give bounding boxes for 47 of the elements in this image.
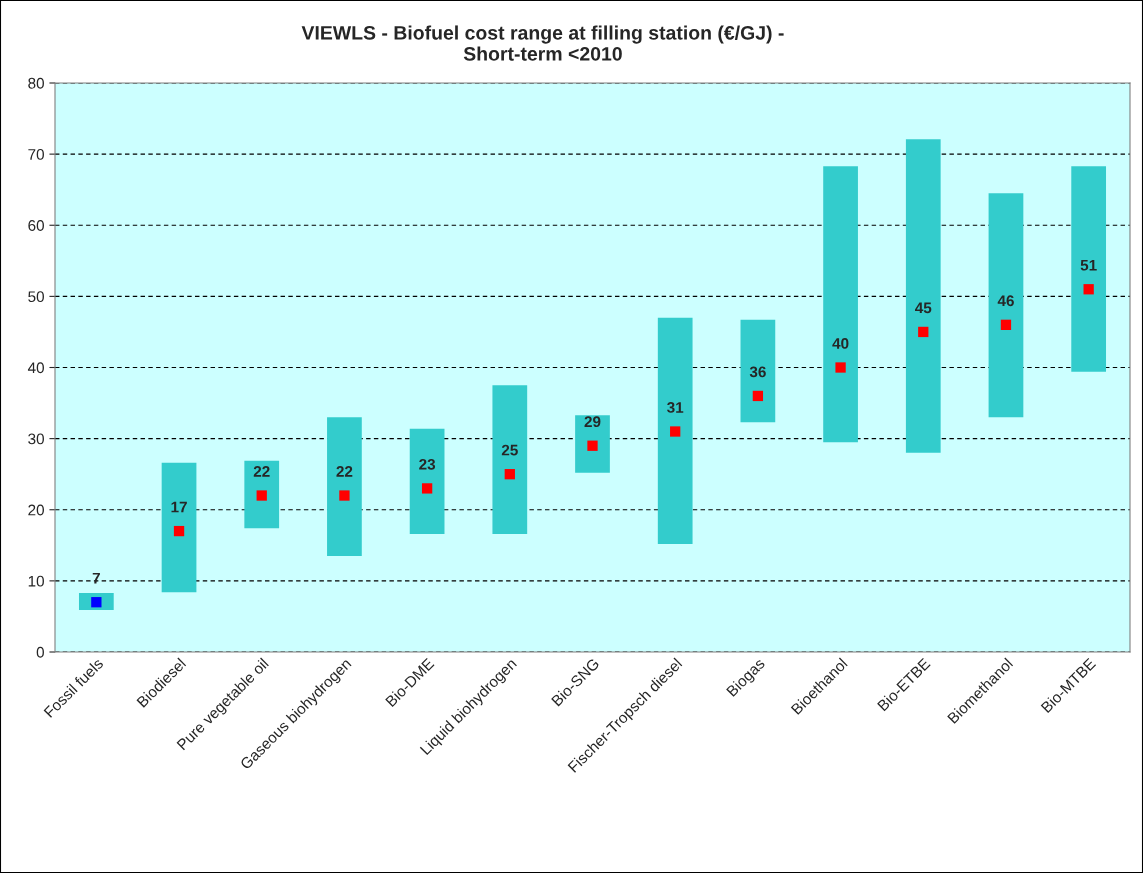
bar (327, 417, 362, 556)
point (670, 426, 681, 437)
bar (657, 317, 693, 544)
chart-title: VIEWLS - Biofuel cost range at filling station (€/GJ) - Short-term <2010 (301, 25, 784, 61)
bar (740, 319, 776, 423)
point (421, 483, 433, 494)
point (918, 326, 929, 338)
bar (905, 139, 941, 453)
data-label: 40 (832, 338, 849, 349)
point (1083, 284, 1094, 295)
point (173, 525, 185, 537)
data-label: 23 (419, 458, 436, 470)
data-label: 17 (171, 501, 187, 513)
bar (244, 460, 280, 529)
y-tick-label: 10 (28, 575, 44, 587)
point (256, 490, 267, 501)
data-label: 36 (749, 366, 766, 378)
y-tick-label: 70 (28, 148, 44, 160)
y-tick-label: 80 (28, 77, 44, 89)
point (587, 440, 598, 451)
y-tick-label: 20 (28, 504, 44, 516)
bar (575, 415, 610, 473)
point (339, 490, 350, 501)
bar (1071, 166, 1107, 372)
bar (409, 428, 445, 534)
data-label: 22 (253, 466, 270, 477)
data-label: 46 (997, 295, 1014, 307)
data-label: 31 (667, 402, 684, 413)
y-tick-label: 0 (36, 646, 44, 658)
y-tick-label: 50 (28, 291, 44, 303)
bar (823, 166, 858, 443)
point (1000, 319, 1012, 330)
data-label: 7 (92, 572, 100, 584)
bar (988, 193, 1024, 418)
data-label: 45 (915, 302, 932, 314)
point (752, 390, 764, 402)
y-tick-label: 40 (27, 362, 44, 374)
y-tick-label: 30 (28, 433, 44, 445)
point (835, 362, 846, 373)
data-label: 25 (501, 444, 518, 456)
data-label: 51 (1080, 259, 1097, 271)
data-label: 29 (584, 416, 601, 428)
bar (161, 462, 197, 593)
data-label: 22 (336, 466, 353, 477)
y-tick-label: 60 (28, 220, 44, 231)
bar (492, 385, 528, 534)
point (504, 469, 515, 480)
